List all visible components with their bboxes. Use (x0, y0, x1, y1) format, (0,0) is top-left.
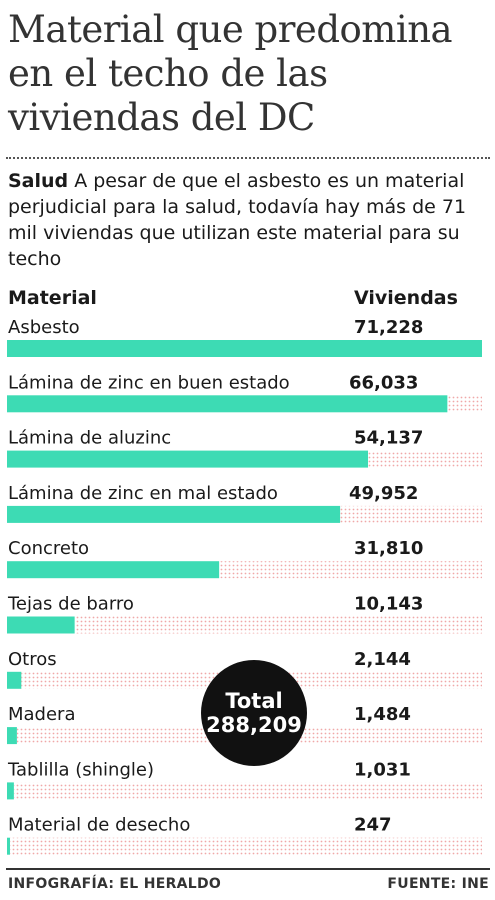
title-line-1: Material que predomina (8, 8, 453, 51)
column-header-viviendas: Viviendas (354, 287, 458, 309)
category-label: Lámina de aluzinc (8, 428, 171, 449)
total-label: Total (225, 689, 283, 713)
footer-source: FUENTE: INE (387, 876, 489, 892)
bar-track (219, 561, 482, 579)
category-label: Asbesto (8, 317, 80, 338)
bar-track (340, 505, 482, 523)
value-label: 1,031 (354, 759, 411, 780)
category-label: Concreto (8, 538, 89, 559)
total-value: 288,209 (206, 713, 302, 737)
bar-track (368, 450, 482, 468)
category-label: Tejas de barro (7, 594, 134, 615)
bar (7, 395, 448, 413)
category-label: Madera (8, 704, 76, 725)
category-label: Otros (8, 649, 57, 670)
chart-title: Material que predomina en el techo de la… (8, 8, 488, 140)
category-label: Tablilla (shingle) (7, 759, 154, 780)
value-label: 49,952 (349, 483, 418, 504)
title-line-2: en el techo de las (8, 52, 328, 95)
total-badge: Total 288,209 (201, 660, 307, 766)
bar (7, 340, 482, 357)
title-line-3: viviendas del DC (8, 96, 315, 139)
value-label: 71,228 (354, 317, 423, 338)
value-label: 1,484 (354, 704, 411, 725)
bar (7, 837, 10, 855)
category-label: Lámina de zinc en buen estado (8, 372, 290, 393)
column-header-material: Material (8, 287, 97, 309)
category-label: Material de desecho (8, 815, 190, 836)
intro-text: A pesar de que el asbesto es un material… (8, 170, 467, 270)
intro-paragraph: Salud A pesar de que el asbesto es un ma… (8, 168, 490, 272)
value-label: 10,143 (354, 594, 423, 615)
value-label: 66,033 (349, 372, 418, 393)
bar-track (10, 837, 482, 855)
bar (7, 727, 17, 745)
value-label: 31,810 (354, 538, 423, 559)
title-divider (6, 157, 490, 159)
bar (7, 505, 341, 523)
value-label: 54,137 (354, 428, 423, 449)
bar-track (447, 395, 482, 413)
bar (7, 616, 75, 634)
intro-lead: Salud (8, 170, 69, 192)
bar (7, 561, 220, 579)
value-label: 247 (354, 815, 392, 836)
bar-track (13, 782, 482, 800)
bar-track (74, 616, 483, 634)
footer-divider (6, 868, 490, 870)
category-label: Lámina de zinc en mal estado (8, 483, 278, 504)
bar (7, 671, 22, 689)
bar (7, 782, 14, 800)
footer-credit: INFOGRAFÍA: EL HERALDO (8, 876, 222, 892)
bar (7, 450, 369, 468)
value-label: 2,144 (354, 649, 411, 670)
